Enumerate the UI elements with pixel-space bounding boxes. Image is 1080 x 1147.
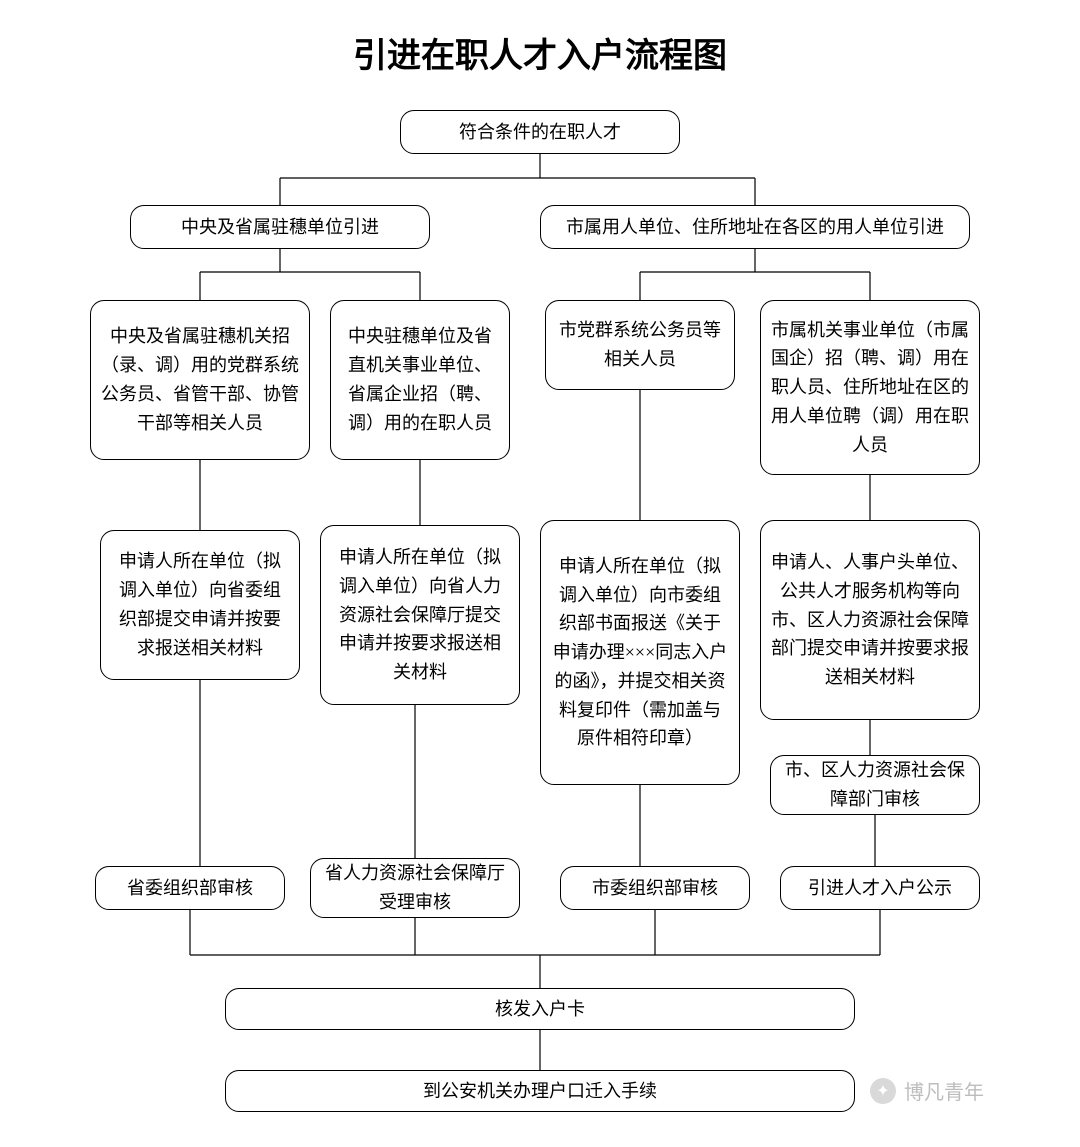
node-branchL: 中央及省属驻穗单位引进 bbox=[130, 205, 430, 249]
node-col3d: 市委组织部审核 bbox=[560, 866, 750, 910]
node-col4d: 引进人才入户公示 bbox=[780, 866, 980, 910]
node-label: 市委组织部审核 bbox=[592, 874, 718, 903]
node-col2b: 申请人所在单位（拟调入单位）向省人力资源社会保障厅提交申请并按要求报送相关材料 bbox=[320, 525, 520, 705]
node-col3a: 市党群系统公务员等相关人员 bbox=[545, 300, 735, 390]
node-merge2: 到公安机关办理户口迁入手续 bbox=[225, 1070, 855, 1112]
node-col1a: 中央及省属驻穗机关招（录、调）用的党群系统公务员、省管干部、协管干部等相关人员 bbox=[90, 300, 310, 460]
node-label: 市属用人单位、住所地址在各区的用人单位引进 bbox=[566, 213, 944, 242]
node-label: 引进人才入户公示 bbox=[808, 874, 952, 903]
watermark: ✦ 博凡青年 bbox=[870, 1076, 984, 1105]
node-col4c: 市、区人力资源社会保障部门审核 bbox=[770, 755, 980, 815]
node-col2a: 中央驻穗单位及省直机关事业单位、省属企业招（聘、调）用的在职人员 bbox=[330, 300, 510, 460]
node-branchR: 市属用人单位、住所地址在各区的用人单位引进 bbox=[540, 205, 970, 249]
node-label: 中央及省属驻穗机关招（录、调）用的党群系统公务员、省管干部、协管干部等相关人员 bbox=[101, 322, 299, 437]
node-label: 符合条件的在职人才 bbox=[459, 118, 621, 147]
node-merge1: 核发入户卡 bbox=[225, 988, 855, 1030]
node-col2d: 省人力资源社会保障厅受理审核 bbox=[310, 858, 520, 918]
node-start: 符合条件的在职人才 bbox=[400, 110, 680, 154]
node-col4a: 市属机关事业单位（市属国企）招（聘、调）用在职人员、住所地址在区的用人单位聘（调… bbox=[760, 300, 980, 475]
node-label: 申请人所在单位（拟调入单位）向市委组织部书面报送《关于申请办理×××同志入户的函… bbox=[551, 552, 729, 754]
node-label: 省人力资源社会保障厅受理审核 bbox=[321, 859, 509, 917]
wechat-icon: ✦ bbox=[870, 1078, 896, 1104]
node-label: 申请人所在单位（拟调入单位）向省人力资源社会保障厅提交申请并按要求报送相关材料 bbox=[331, 543, 509, 687]
flowchart-canvas: 引进在职人才入户流程图 符合条件的在职人才 中央及省属驻穗单位引进 市属用人单位… bbox=[0, 0, 1080, 1147]
node-label: 市党群系统公务员等相关人员 bbox=[556, 316, 724, 374]
node-col1d: 省委组织部审核 bbox=[95, 866, 285, 910]
node-col1b: 申请人所在单位（拟调入单位）向省委组织部提交申请并按要求报送相关材料 bbox=[100, 530, 300, 680]
chart-title: 引进在职人才入户流程图 bbox=[0, 28, 1080, 77]
node-label: 到公安机关办理户口迁入手续 bbox=[423, 1077, 657, 1106]
node-label: 中央及省属驻穗单位引进 bbox=[181, 213, 379, 242]
node-label: 市、区人力资源社会保障部门审核 bbox=[781, 756, 969, 814]
node-col4b: 申请人、人事户头单位、公共人才服务机构等向市、区人力资源社会保障部门提交申请并按… bbox=[760, 520, 980, 720]
node-col3b: 申请人所在单位（拟调入单位）向市委组织部书面报送《关于申请办理×××同志入户的函… bbox=[540, 520, 740, 785]
node-label: 核发入户卡 bbox=[495, 995, 585, 1024]
node-label: 市属机关事业单位（市属国企）招（聘、调）用在职人员、住所地址在区的用人单位聘（调… bbox=[771, 316, 969, 460]
watermark-text: 博凡青年 bbox=[904, 1076, 984, 1105]
node-label: 申请人、人事户头单位、公共人才服务机构等向市、区人力资源社会保障部门提交申请并按… bbox=[771, 548, 969, 692]
node-label: 中央驻穗单位及省直机关事业单位、省属企业招（聘、调）用的在职人员 bbox=[341, 322, 499, 437]
node-label: 省委组织部审核 bbox=[127, 874, 253, 903]
node-label: 申请人所在单位（拟调入单位）向省委组织部提交申请并按要求报送相关材料 bbox=[111, 547, 289, 662]
